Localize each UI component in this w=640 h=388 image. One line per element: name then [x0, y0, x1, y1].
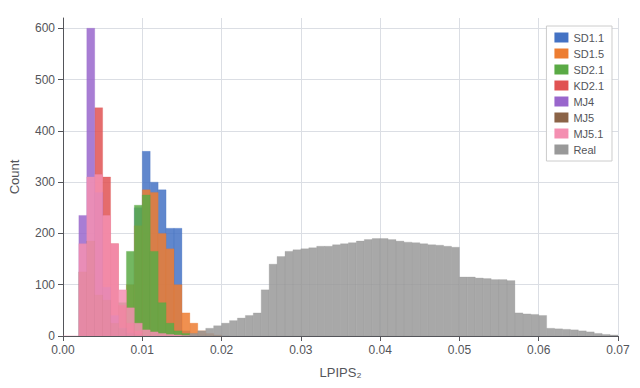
svg-text:300: 300 [35, 175, 55, 189]
svg-text:Real: Real [573, 144, 596, 156]
svg-text:100: 100 [35, 278, 55, 292]
svg-text:0: 0 [48, 329, 55, 343]
svg-text:MJ5.1: MJ5.1 [573, 128, 603, 140]
svg-text:200: 200 [35, 226, 55, 240]
svg-text:0.07: 0.07 [606, 343, 630, 357]
svg-text:Count: Count [7, 159, 22, 194]
svg-text:LPIPS₂: LPIPS₂ [320, 365, 362, 380]
svg-text:SD2.1: SD2.1 [573, 64, 604, 76]
svg-text:SD1.5: SD1.5 [573, 48, 604, 60]
svg-text:0.00: 0.00 [51, 343, 75, 357]
svg-text:0.02: 0.02 [210, 343, 234, 357]
svg-text:MJ4: MJ4 [573, 96, 594, 108]
svg-text:0.03: 0.03 [289, 343, 313, 357]
svg-text:MJ5: MJ5 [573, 112, 594, 124]
svg-text:0.04: 0.04 [368, 343, 392, 357]
svg-text:600: 600 [35, 21, 55, 35]
svg-text:0.06: 0.06 [527, 343, 551, 357]
svg-text:0.05: 0.05 [448, 343, 472, 357]
svg-text:500: 500 [35, 73, 55, 87]
svg-text:SD1.1: SD1.1 [573, 32, 604, 44]
svg-text:KD2.1: KD2.1 [573, 80, 604, 92]
svg-text:0.01: 0.01 [131, 343, 155, 357]
svg-text:400: 400 [35, 124, 55, 138]
